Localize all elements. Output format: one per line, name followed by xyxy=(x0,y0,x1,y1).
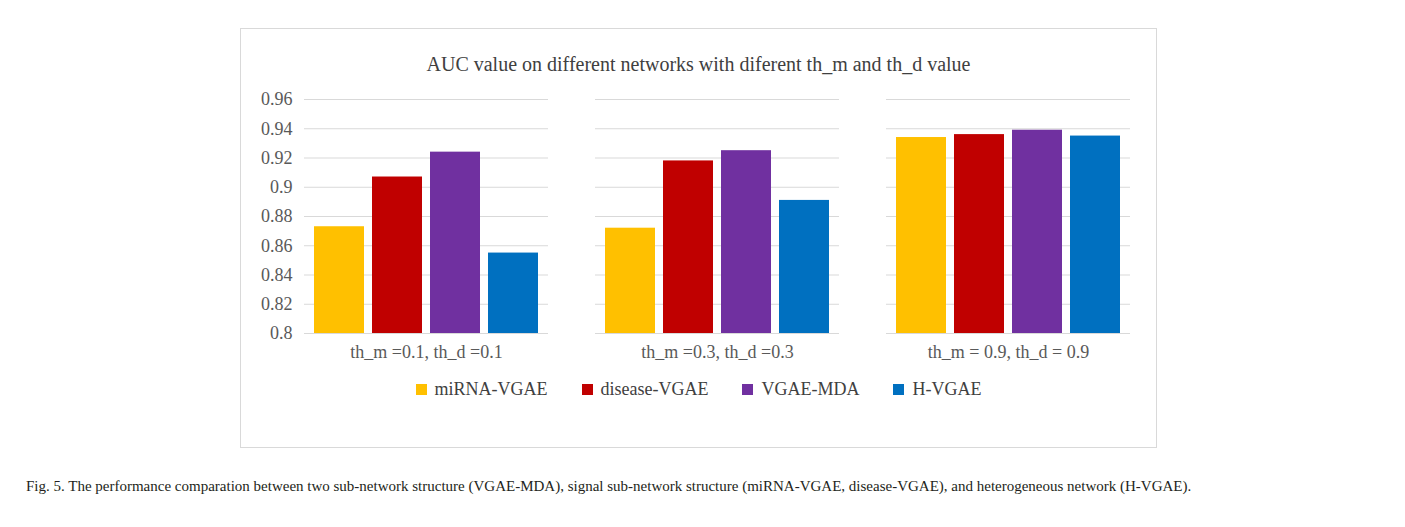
html-text:AUC value on different network: AUC value on different networks with dif… xyxy=(426,53,971,75)
svg-text:0.92: 0.92 xyxy=(261,148,293,168)
svg-text:0.8: 0.8 xyxy=(270,323,293,343)
html-text:Fig. 5. The performance compar: Fig. 5. The performance comparation betw… xyxy=(26,478,1192,494)
svg-text:0.9: 0.9 xyxy=(270,177,293,197)
html-text:H-VGAE: H-VGAE xyxy=(912,379,982,399)
html-text:disease-VGAE: disease-VGAE xyxy=(600,379,709,399)
svg-text:th_m =0.1, th_d =0.1: th_m =0.1, th_d =0.1 xyxy=(350,342,502,362)
svg-text:0.88: 0.88 xyxy=(261,206,293,226)
svg-text:0.82: 0.82 xyxy=(261,294,293,314)
svg-text:0.96: 0.96 xyxy=(261,89,293,109)
svg-text:0.94: 0.94 xyxy=(261,119,293,139)
html-text:miRNA-VGAE: miRNA-VGAE xyxy=(434,379,548,399)
html-text:VGAE-MDA: VGAE-MDA xyxy=(761,379,860,399)
svg-text:th_m = 0.9, th_d = 0.9: th_m = 0.9, th_d = 0.9 xyxy=(928,342,1089,362)
svg-text:th_m =0.3, th_d =0.3: th_m =0.3, th_d =0.3 xyxy=(641,342,793,362)
svg-text:0.84: 0.84 xyxy=(261,265,293,285)
svg-text:0.86: 0.86 xyxy=(261,236,293,256)
